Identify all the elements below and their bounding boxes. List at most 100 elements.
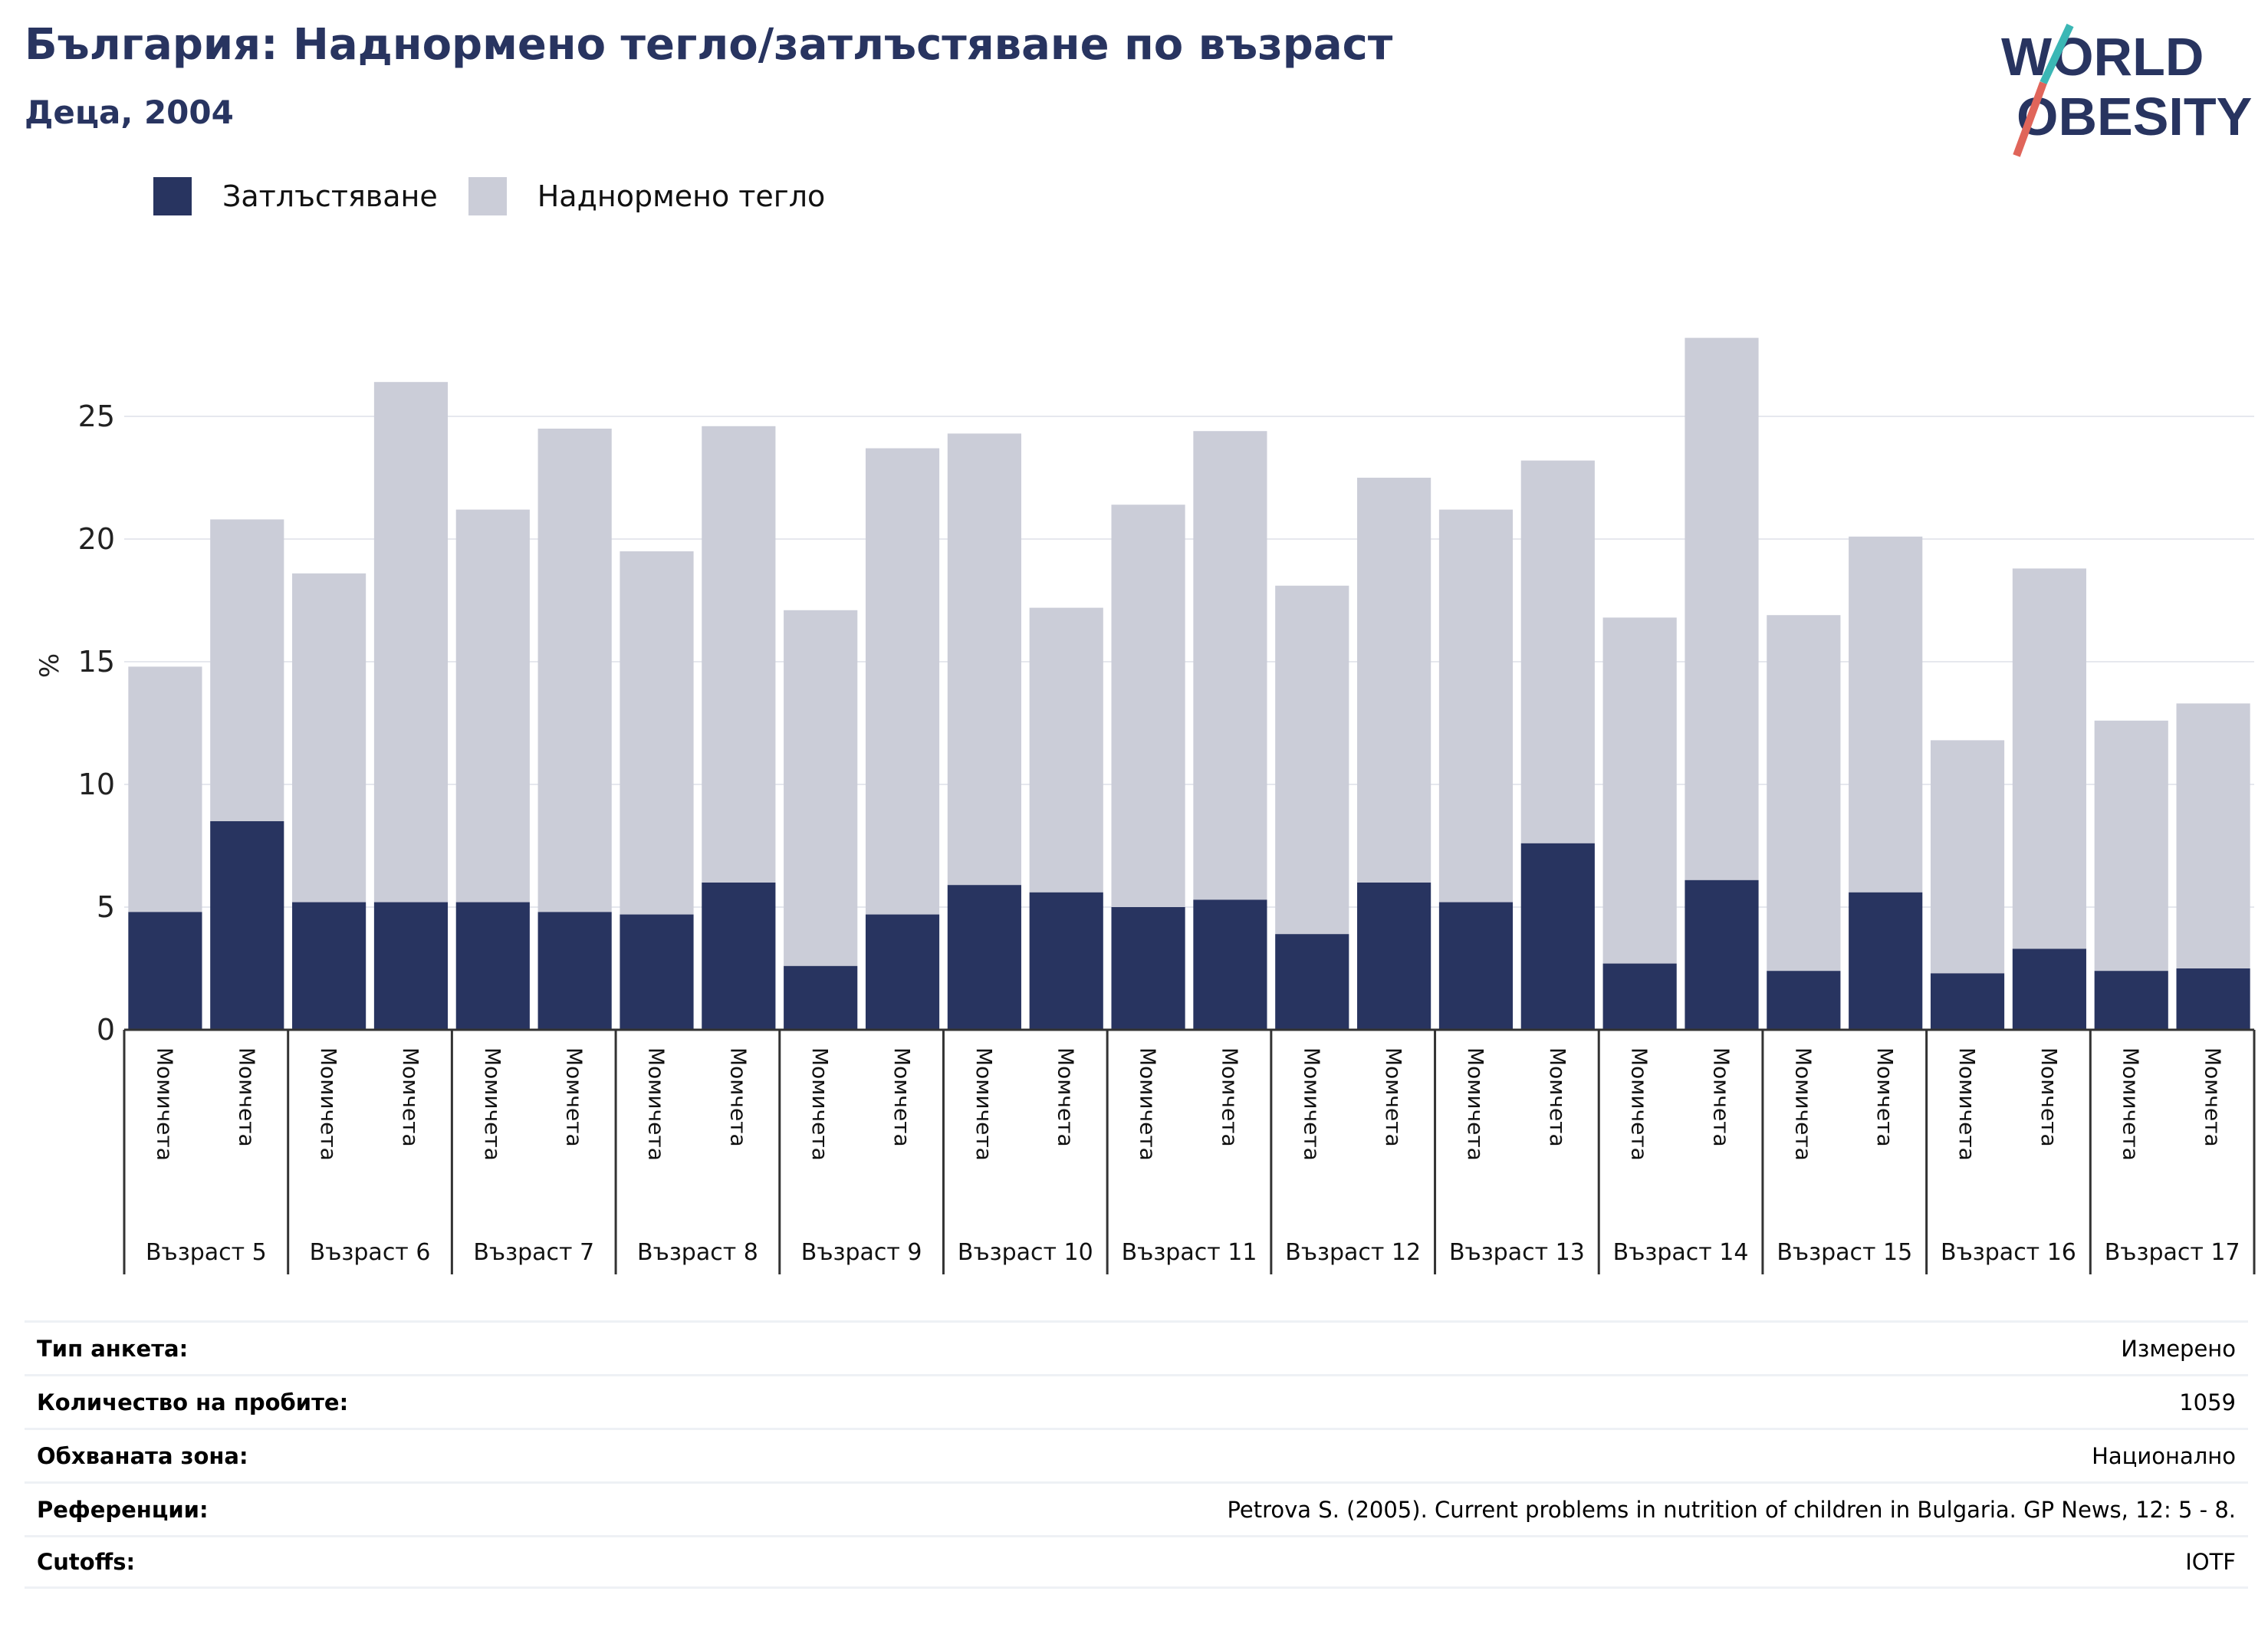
- bar-overweight: [292, 573, 366, 902]
- info-key: Cutoffs:: [37, 1549, 136, 1575]
- bar-obesity: [1849, 892, 1923, 1030]
- bar-overweight: [455, 509, 530, 902]
- bar-obesity: [1275, 934, 1349, 1030]
- info-row-area: Обхваната зона: Национално: [25, 1428, 2248, 1481]
- x-tick-label-sex: Момичета: [1790, 1047, 1816, 1161]
- x-group-label: Възраст 6: [310, 1239, 431, 1266]
- bar-obesity: [784, 965, 858, 1030]
- bar-chart: 0 5 10 15 20 25% Момичета Момчета Момичета Момчет…: [35, 337, 2256, 1274]
- bar-obesity: [2176, 968, 2250, 1030]
- x-group-label: Възраст 13: [1449, 1239, 1585, 1266]
- bar-obesity: [537, 912, 612, 1030]
- bar-overweight: [537, 429, 612, 912]
- x-tick-label-sex: Момичета: [1463, 1047, 1488, 1161]
- x-group-label: Възраст 16: [1941, 1239, 2076, 1266]
- bar-obesity: [1111, 907, 1185, 1030]
- info-key: Референции:: [37, 1496, 209, 1523]
- x-tick-label-sex: Момчета: [1053, 1047, 1079, 1147]
- bar-overweight: [1602, 617, 1677, 964]
- info-value: Petrova S. (2005). Current problems in n…: [1227, 1496, 2236, 1523]
- x-tick-label-sex: Момичета: [971, 1047, 997, 1161]
- logo-slash-red: [2013, 81, 2047, 157]
- x-tick-label-sex: Момичета: [2118, 1047, 2144, 1161]
- bar-obesity: [947, 885, 1021, 1030]
- bar-overweight: [1438, 509, 1514, 902]
- bar-overweight: [620, 551, 694, 915]
- bar-overweight: [1767, 615, 1841, 972]
- bar-overweight: [702, 426, 776, 883]
- bar-overweight: [784, 610, 858, 966]
- bar-obesity: [702, 883, 776, 1030]
- bar-obesity: [128, 912, 202, 1030]
- x-tick-label-sex: Момчета: [725, 1047, 751, 1147]
- y-tick-label: 25: [78, 399, 115, 433]
- x-tick-label-sex: Момчета: [562, 1047, 587, 1147]
- legend-item-obesity[interactable]: Затлъстяване: [153, 177, 438, 215]
- page-title: България: Наднормено тегло/затлъстяване …: [25, 20, 1393, 70]
- x-tick-label-sex: Момичета: [152, 1047, 177, 1161]
- legend-label-obesity: Затлъстяване: [222, 179, 438, 213]
- x-group-label: Възраст 11: [1122, 1239, 1257, 1266]
- x-group-label: Възраст 8: [637, 1239, 758, 1266]
- legend-swatch-obesity: [153, 177, 192, 215]
- bar-overweight: [2094, 720, 2168, 972]
- bar-overweight: [1193, 431, 1267, 900]
- x-tick-label-sex: Момичета: [1299, 1047, 1324, 1161]
- x-tick-label-sex: Момчета: [2036, 1047, 2062, 1147]
- x-group-label: Възраст 5: [146, 1239, 267, 1266]
- bar-overweight: [1357, 478, 1431, 883]
- x-group-label: Възраст 15: [1777, 1239, 1912, 1266]
- bar-obesity: [1930, 973, 2005, 1030]
- bar-obesity: [865, 914, 940, 1030]
- legend-item-overweight[interactable]: Наднормено тегло: [468, 177, 825, 215]
- bar-overweight: [865, 448, 940, 915]
- info-row-survey-type: Тип анкета: Измерено: [25, 1320, 2248, 1374]
- x-tick-label-sex: Момчета: [2201, 1047, 2226, 1147]
- bar-obesity: [292, 902, 366, 1030]
- x-tick-label-sex: Момчета: [889, 1047, 915, 1147]
- bar-overweight: [128, 666, 202, 912]
- bar-overweight: [1029, 607, 1103, 893]
- legend-swatch-overweight: [468, 177, 507, 215]
- logo-slash-teal: [2040, 23, 2074, 85]
- y-tick-label: 5: [97, 890, 115, 924]
- x-tick-label-sex: Момчета: [1709, 1047, 1734, 1147]
- info-key: Тип анкета:: [37, 1335, 189, 1362]
- bar-obesity: [620, 914, 694, 1030]
- x-tick-label-sex: Момчета: [234, 1047, 259, 1147]
- x-group-label: Възраст 7: [473, 1239, 594, 1266]
- x-group-label: Възраст 14: [1613, 1239, 1749, 1266]
- bar-obesity: [2012, 949, 2086, 1030]
- x-tick-label-sex: Момичета: [1136, 1047, 1161, 1161]
- bar-obesity: [1767, 971, 1841, 1030]
- x-group-label: Възраст 10: [958, 1239, 1093, 1266]
- bar-overweight: [1520, 460, 1595, 843]
- bar-overweight: [1849, 536, 1923, 893]
- bar-obesity: [1520, 843, 1595, 1030]
- y-tick-label: 15: [78, 645, 115, 679]
- bar-obesity: [373, 902, 449, 1030]
- y-tick-label: 10: [78, 768, 115, 801]
- x-tick-label-sex: Момчета: [1545, 1047, 1570, 1147]
- info-value: Измерено: [2121, 1335, 2236, 1362]
- x-tick-label-sex: Момчета: [1872, 1047, 1898, 1147]
- bar-obesity: [210, 821, 284, 1030]
- y-axis-label: %: [35, 653, 65, 678]
- x-tick-label-sex: Момичета: [807, 1047, 833, 1161]
- chart-legend: Затлъстяване Наднормено тегло: [153, 176, 856, 216]
- bar-overweight: [2012, 568, 2086, 949]
- x-tick-label-sex: Момчета: [1217, 1047, 1242, 1147]
- y-tick-label: 0: [97, 1013, 115, 1047]
- bar-overweight: [1111, 505, 1185, 907]
- info-table: Тип анкета: Измерено Количество на проби…: [25, 1320, 2248, 1589]
- info-key: Количество на пробите:: [37, 1389, 349, 1415]
- bar-obesity: [1193, 899, 1267, 1030]
- x-tick-label-sex: Момчета: [1381, 1047, 1406, 1147]
- logo-line1: WORLD: [2001, 27, 2204, 87]
- bar-overweight: [373, 382, 449, 902]
- logo-line2: OBESITY: [2017, 87, 2252, 146]
- page-subtitle: Деца, 2004: [25, 94, 234, 131]
- world-obesity-logo: WORLD OBESITY: [2001, 23, 2252, 157]
- info-row-references: Референции: Petrova S. (2005). Current p…: [25, 1481, 2248, 1535]
- bar-obesity: [455, 902, 530, 1030]
